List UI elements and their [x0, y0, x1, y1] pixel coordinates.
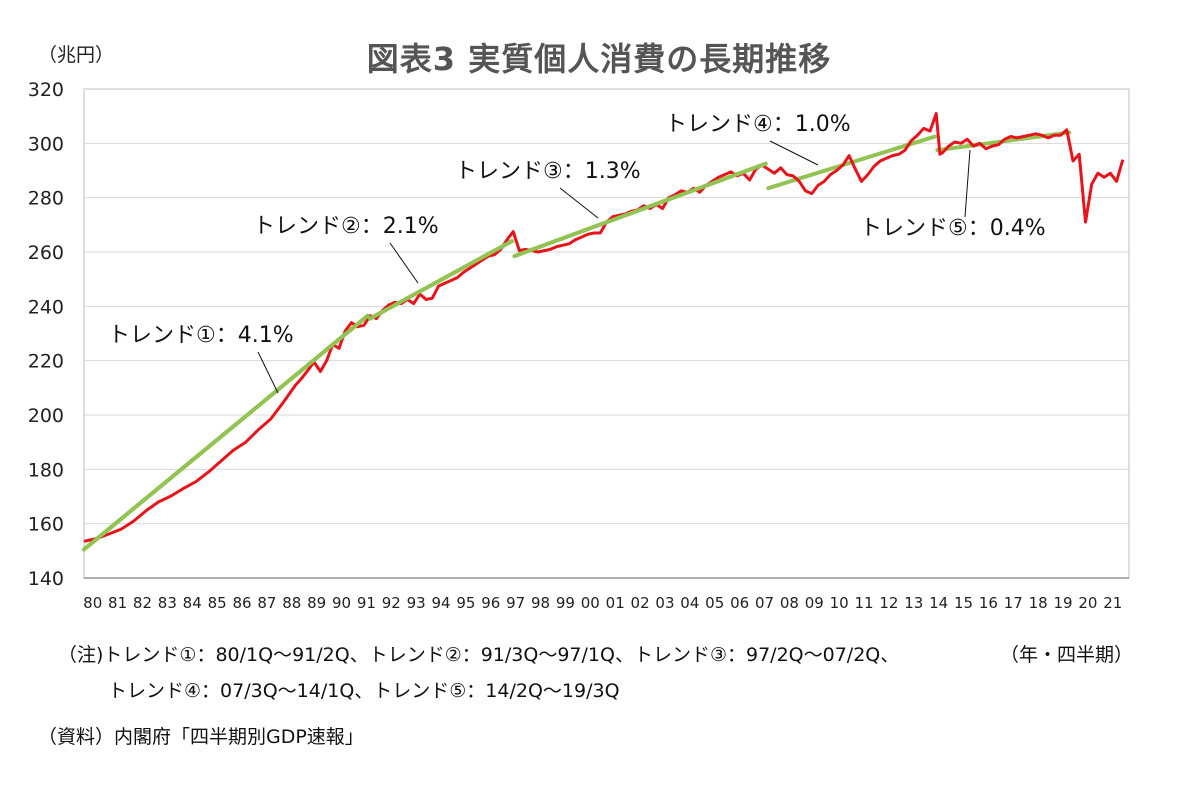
x-tick-label: 19 [1054, 594, 1073, 612]
source-note: （資料）内閣府「四半期別GDP速報」 [38, 726, 364, 748]
x-tick-label: 07 [755, 594, 774, 612]
x-tick-label: 04 [680, 594, 699, 612]
x-tick-label: 94 [431, 594, 450, 612]
y-tick-label: 280 [28, 188, 64, 210]
x-axis-unit: （年・四半期） [1000, 644, 1134, 666]
x-tick-label: 10 [830, 594, 849, 612]
trend-leader-line [257, 351, 279, 394]
x-tick-label: 12 [879, 594, 898, 612]
x-tick-label: 95 [456, 594, 475, 612]
trend-label-2: トレンド②：2.1% [253, 214, 439, 239]
x-tick-label: 89 [307, 594, 326, 612]
y-tick-label: 240 [28, 296, 64, 318]
x-tick-label: 13 [904, 594, 923, 612]
x-tick-label: 18 [1029, 594, 1048, 612]
x-tick-label: 20 [1078, 594, 1097, 612]
x-tick-label: 08 [780, 594, 799, 612]
x-tick-label: 09 [805, 594, 824, 612]
trend-leader-line [769, 140, 819, 166]
trend-leader-line [389, 242, 419, 284]
note-line-1: （注)トレンド①：80/1Q～91/2Q、トレンド②：91/3Q～97/1Q、ト… [58, 644, 900, 666]
trend-label-1: トレンド①：4.1% [108, 323, 294, 348]
trend-label-4: トレンド④：1.0% [665, 112, 851, 137]
x-tick-label: 98 [531, 594, 550, 612]
x-tick-label: 17 [1004, 594, 1023, 612]
x-tick-label: 82 [133, 594, 152, 612]
x-tick-label: 01 [606, 594, 625, 612]
x-tick-label: 84 [183, 594, 202, 612]
note-line-2: トレンド④：07/3Q～14/1Q、トレンド⑤：14/2Q～19/3Q [108, 680, 620, 702]
x-tick-label: 16 [979, 594, 998, 612]
trend-leader-line [559, 187, 599, 219]
y-tick-label: 200 [28, 405, 64, 427]
trend-label-3: トレンド③：1.3% [455, 159, 641, 184]
x-tick-label: 15 [954, 594, 973, 612]
x-tick-label: 96 [481, 594, 500, 612]
x-tick-label: 14 [929, 594, 948, 612]
x-tick-label: 93 [407, 594, 426, 612]
y-tick-label: 160 [28, 514, 64, 536]
chart-title: 図表3 実質個人消費の長期推移 [366, 40, 832, 78]
x-tick-label: 85 [208, 594, 227, 612]
x-tick-label: 81 [108, 594, 127, 612]
y-tick-label: 260 [28, 242, 64, 264]
x-tick-label: 00 [581, 594, 600, 612]
trend-line-overlay-1 [82, 313, 370, 552]
actual-consumption-line [83, 112, 1125, 543]
x-tick-label: 80 [83, 594, 102, 612]
y-tick-label: 300 [28, 133, 64, 155]
trend-line-overlay-3 [512, 161, 768, 259]
x-tick-label: 05 [705, 594, 724, 612]
x-tick-label: 92 [382, 594, 401, 612]
trend-leader-line [964, 149, 971, 218]
x-tick-label: 90 [332, 594, 351, 612]
x-tick-label: 99 [556, 594, 575, 612]
x-tick-label: 86 [232, 594, 251, 612]
trend-label-5: トレンド⑤：0.4% [860, 216, 1046, 241]
x-tick-label: 87 [257, 594, 276, 612]
x-tick-label: 97 [506, 594, 525, 612]
y-tick-label: 320 [28, 79, 64, 101]
y-tick-label: 180 [28, 459, 64, 481]
x-tick-label: 83 [158, 594, 177, 612]
x-tick-label: 11 [854, 594, 873, 612]
x-tick-label: 03 [655, 594, 674, 612]
x-tick-label: 06 [730, 594, 749, 612]
x-tick-label: 02 [631, 594, 650, 612]
x-tick-label: 21 [1103, 594, 1122, 612]
y-tick-label: 220 [28, 351, 64, 373]
trend-line-overlay-2 [368, 239, 514, 321]
y-tick-label: 140 [28, 568, 64, 590]
x-tick-label: 88 [282, 594, 301, 612]
x-tick-label: 91 [357, 594, 376, 612]
y-axis-unit: （兆円） [38, 44, 115, 66]
